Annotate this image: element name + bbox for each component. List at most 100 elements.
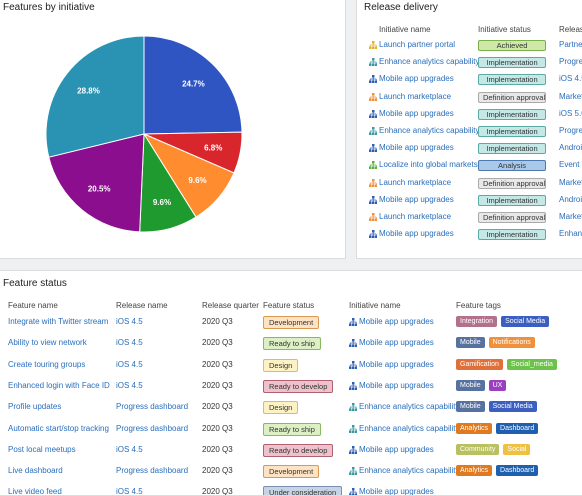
initiative-link[interactable]: Localize into global markets — [379, 160, 478, 170]
release-link[interactable]: iOS 4.5 — [116, 444, 143, 454]
feature-link[interactable]: Live dashboard — [8, 466, 63, 476]
initiative-link[interactable]: Mobile app upgrades — [359, 444, 434, 454]
slice-label: 24.7% — [182, 80, 205, 89]
status-pill: Design — [263, 358, 299, 372]
feature-tag: Dashboard — [496, 465, 539, 477]
feature-link[interactable]: Live video feed — [8, 487, 62, 496]
initiative-link[interactable]: Launch partner portal — [379, 40, 456, 49]
initiative-link[interactable]: Enhance analytics capability — [359, 402, 460, 412]
column-header: Initiative name — [379, 25, 431, 34]
feature-link[interactable]: Create touring groups — [8, 359, 86, 369]
feature-tag: Analytics — [456, 422, 493, 434]
release-link[interactable]: iOS 5.0 — [559, 108, 582, 118]
feature-tag: Dashboard — [496, 422, 539, 434]
status-pill: Ready to ship — [263, 337, 321, 351]
release-link[interactable]: Progress dashboard — [116, 423, 189, 433]
release-link[interactable]: iOS 4.5 — [116, 487, 143, 496]
tag-list: Gamification Social_media — [456, 358, 561, 370]
release-link[interactable]: iOS 4.5 — [116, 317, 143, 326]
feature-link[interactable]: Integrate with Twitter stream — [8, 317, 109, 326]
feature-link[interactable]: Profile updates — [8, 402, 62, 412]
status-pill: Implementation — [478, 143, 546, 155]
slice-label: 28.8% — [77, 86, 100, 95]
column-header: Feature status — [263, 301, 315, 310]
tag-list: Analytics Dashboard — [456, 465, 542, 477]
initiative-link[interactable]: Mobile app upgrades — [359, 487, 434, 496]
release-link[interactable]: Android — [559, 194, 582, 204]
initiative-link[interactable]: Mobile app upgrades — [359, 317, 434, 326]
initiative-link[interactable]: Mobile app upgrades — [359, 380, 434, 390]
release-link[interactable]: iOS 4.5 — [116, 338, 143, 348]
release-link[interactable]: iOS 4.5 — [116, 380, 143, 390]
feature-tag: Community — [456, 443, 500, 455]
initiative-link[interactable]: Mobile app upgrades — [379, 229, 454, 239]
initiative-icon — [349, 318, 357, 326]
release-link[interactable]: Marketp — [559, 91, 582, 101]
pie-slice — [45, 35, 145, 158]
release-link[interactable]: Enhanc — [559, 229, 582, 239]
release-link[interactable]: Marketp — [559, 177, 582, 187]
tag-list: Mobile Social Media — [456, 401, 541, 413]
initiative-icon — [369, 178, 377, 187]
panel-title: Release delivery — [364, 2, 438, 13]
feature-tag: Mobile — [456, 401, 485, 413]
feature-link[interactable]: Post local meetups — [8, 444, 76, 454]
initiative-link[interactable]: Mobile app upgrades — [359, 359, 434, 369]
status-pill: Definition approval — [478, 212, 546, 223]
pie-chart: 24.7% 6.8% 9.6% 9.6% 20.5% 28.8% — [45, 35, 243, 233]
feature-link[interactable]: Enhanced login with Face ID — [8, 380, 110, 390]
panel-title: Features by initiative — [3, 2, 95, 13]
feature-tag: UX — [488, 379, 507, 391]
initiative-link[interactable]: Enhance analytics capability — [359, 466, 460, 476]
release-link[interactable]: Marketp — [559, 212, 582, 221]
initiative-icon — [369, 109, 377, 118]
feature-link[interactable]: Automatic start/stop tracking — [8, 423, 109, 433]
release-link[interactable]: Progres — [559, 126, 582, 135]
initiative-link[interactable]: Launch marketplace — [379, 91, 452, 101]
feature-tag: Analytics — [456, 465, 493, 477]
initiative-link[interactable]: Mobile app upgrades — [359, 338, 434, 348]
initiative-icon — [349, 339, 357, 348]
initiative-link[interactable]: Mobile app upgrades — [379, 108, 454, 118]
release-link[interactable]: Event c — [559, 160, 582, 170]
initiative-icon — [369, 127, 377, 135]
initiative-link[interactable]: Mobile app upgrades — [379, 143, 454, 153]
release-link[interactable]: Progress dashboard — [116, 402, 189, 412]
initiative-icon — [369, 92, 377, 101]
feature-tag: Social Media — [488, 401, 537, 413]
feature-link[interactable]: Ability to view network — [8, 338, 87, 348]
release-link[interactable]: Android — [559, 143, 582, 153]
initiative-icon — [349, 488, 357, 495]
release-link[interactable]: Progres — [559, 57, 582, 67]
release-link[interactable]: Progress dashboard — [116, 466, 189, 476]
release-quarter: 2020 Q3 — [202, 402, 233, 412]
release-quarter: 2020 Q3 — [202, 380, 233, 390]
initiative-icon — [369, 58, 377, 67]
initiative-link[interactable]: Mobile app upgrades — [379, 194, 454, 204]
panel-title: Feature status — [3, 278, 67, 289]
initiative-link[interactable]: Enhance analytics capability — [379, 57, 480, 67]
initiative-link[interactable]: Mobile app upgrades — [379, 74, 454, 84]
release-delivery-panel: Release delivery Initiative name Initiati… — [356, 0, 582, 259]
status-pill: Definition approval — [478, 91, 546, 103]
feature-status-panel: Feature status Feature name Release name R… — [0, 270, 582, 496]
tag-list: Community Social — [456, 443, 534, 455]
initiative-link[interactable]: Launch marketplace — [379, 212, 452, 221]
release-link[interactable]: Partner — [559, 40, 582, 49]
release-link[interactable]: iOS 4.5 — [116, 359, 143, 369]
pie-panel: Features by initiative 24.7% 6.8% 9.6% 9.6%… — [0, 0, 346, 259]
initiative-link[interactable]: Launch marketplace — [379, 177, 452, 187]
feature-tag: Social_media — [506, 358, 557, 370]
tag-list: Mobile UX — [456, 379, 510, 391]
status-pill: Ready to develop — [263, 443, 334, 457]
status-pill: Design — [263, 401, 299, 415]
initiative-icon — [369, 75, 377, 84]
column-header: Feature name — [8, 301, 58, 310]
initiative-link[interactable]: Enhance analytics capability — [379, 126, 480, 135]
feature-tag: Notifications — [488, 337, 535, 349]
initiative-icon — [369, 144, 377, 153]
release-link[interactable]: iOS 4.5 — [559, 74, 582, 84]
initiative-link[interactable]: Enhance analytics capability — [359, 423, 460, 433]
tag-list: Integration Social Media — [456, 316, 553, 327]
